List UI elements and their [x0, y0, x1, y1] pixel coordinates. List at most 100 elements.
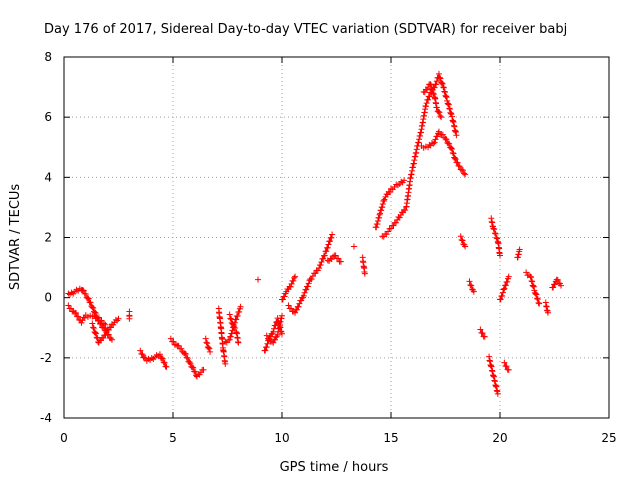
- data-point: [156, 351, 163, 358]
- data-point: [288, 305, 295, 312]
- data-point: [81, 314, 88, 321]
- data-point: [528, 277, 535, 284]
- data-point: [433, 78, 440, 85]
- data-point: [90, 304, 97, 311]
- data-point: [89, 320, 96, 327]
- data-point: [443, 93, 450, 100]
- data-point: [142, 355, 149, 362]
- data-point: [530, 283, 537, 290]
- data-point: [237, 303, 244, 310]
- data-point: [167, 335, 174, 342]
- data-point: [189, 364, 196, 371]
- data-point: [182, 351, 189, 358]
- data-point: [170, 338, 177, 345]
- data-point: [470, 288, 477, 295]
- data-point: [534, 296, 541, 303]
- data-point: [126, 315, 133, 322]
- data-point: [457, 233, 464, 240]
- data-point: [381, 196, 388, 203]
- data-point: [67, 305, 74, 312]
- data-point: [263, 332, 270, 339]
- data-point: [429, 86, 436, 93]
- data-point: [425, 96, 432, 103]
- data-point: [523, 269, 530, 276]
- data-point: [222, 360, 229, 367]
- data-point: [115, 315, 122, 322]
- data-point: [431, 139, 438, 146]
- data-point: [528, 274, 535, 281]
- data-point: [378, 207, 385, 214]
- data-point: [272, 336, 279, 343]
- data-point: [504, 278, 511, 285]
- data-point: [428, 140, 435, 147]
- data-point: [516, 246, 523, 253]
- data-point: [438, 114, 445, 121]
- data-point: [234, 312, 241, 319]
- data-point: [290, 277, 297, 284]
- data-point: [102, 321, 109, 328]
- data-point: [82, 291, 89, 298]
- data-point: [320, 255, 327, 262]
- data-point: [186, 359, 193, 366]
- data-point: [207, 348, 214, 355]
- x-tick-label: 5: [169, 431, 177, 445]
- data-point: [204, 340, 211, 347]
- data-point: [461, 170, 468, 177]
- data-point: [503, 363, 510, 370]
- data-point: [532, 290, 539, 297]
- data-point: [492, 230, 499, 237]
- data-point: [427, 81, 434, 88]
- data-point: [292, 309, 299, 316]
- data-point: [536, 300, 543, 307]
- data-point: [379, 204, 386, 211]
- data-point: [78, 319, 85, 326]
- data-point: [296, 300, 303, 307]
- data-point: [481, 333, 488, 340]
- data-point: [233, 316, 240, 323]
- data-point: [72, 310, 79, 317]
- data-point: [178, 345, 185, 352]
- data-point: [332, 252, 339, 259]
- data-point: [328, 234, 335, 241]
- data-point: [279, 312, 285, 319]
- data-point: [505, 366, 512, 373]
- data-point: [190, 364, 197, 371]
- data-point: [163, 363, 170, 370]
- data-point: [551, 281, 558, 288]
- data-point: [350, 243, 357, 250]
- data-point: [501, 285, 508, 292]
- data-point: [264, 340, 271, 347]
- data-point: [324, 244, 331, 251]
- data-point: [227, 333, 234, 340]
- data-point: [181, 350, 188, 357]
- data-point: [544, 309, 551, 316]
- chart-title: Day 176 of 2017, Sidereal Day-to-day VTE…: [44, 22, 567, 37]
- data-point: [432, 136, 439, 143]
- data-point: [445, 101, 452, 108]
- data-point: [263, 344, 270, 350]
- data-point: [454, 159, 461, 166]
- data-point: [438, 80, 445, 87]
- data-point: [385, 228, 392, 235]
- y-tick-label: -4: [40, 411, 52, 425]
- data-point: [229, 320, 236, 327]
- data-point: [300, 292, 307, 299]
- y-tick-label: -2: [40, 351, 52, 365]
- data-point: [440, 84, 447, 91]
- data-point: [529, 278, 536, 285]
- data-point: [423, 86, 430, 93]
- data-point: [162, 363, 169, 370]
- data-point: [437, 75, 444, 82]
- data-point: [308, 276, 315, 283]
- data-point: [435, 70, 442, 77]
- data-point: [304, 283, 311, 290]
- data-point: [285, 302, 292, 309]
- data-point: [262, 347, 269, 354]
- data-point: [430, 140, 437, 147]
- data-point: [326, 238, 333, 245]
- data-point: [303, 286, 310, 293]
- data-point: [330, 253, 337, 260]
- data-point: [270, 339, 277, 346]
- data-point: [451, 155, 458, 162]
